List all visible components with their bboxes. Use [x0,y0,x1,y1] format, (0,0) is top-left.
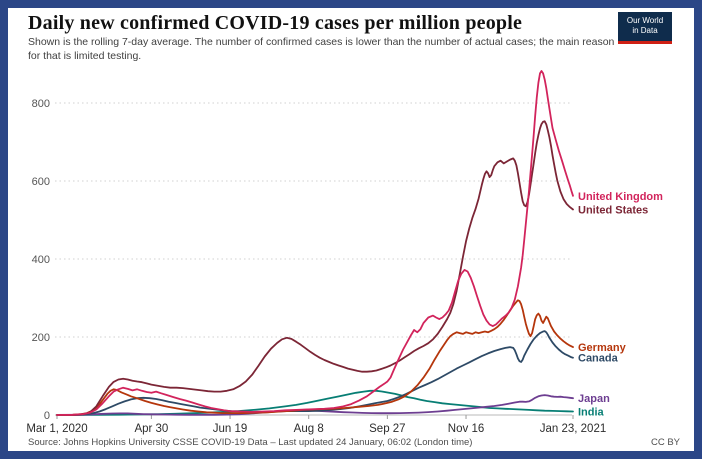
chart-footer: Source: Johns Hopkins University CSSE CO… [28,437,680,448]
y-tick-label: 600 [32,176,50,188]
y-tick-label: 200 [32,332,50,344]
x-tick-label: Mar 1, 2020 [26,423,87,435]
series-label-india[interactable]: India [578,406,605,418]
x-tick-label: Jan 23, 2021 [540,423,607,435]
series-line-united-states[interactable] [56,120,574,416]
series-line-japan[interactable] [56,394,574,416]
chart-subtitle: Shown is the rolling 7-day average. The … [28,36,615,63]
series-label-united-states[interactable]: United States [578,204,648,216]
line-chart[interactable]: 0 200 400 600 800 Mar 1, 2020 Apr 30 Jun 19 Aug … [8,8,694,451]
x-tick-label: Nov 16 [448,423,484,435]
x-tick-label: Apr 30 [134,423,168,435]
source-note: Source: Johns Hopkins University CSSE CO… [28,437,473,448]
x-tick-label: Aug 8 [294,423,324,435]
owid-logo-line2: in Data [632,26,658,35]
y-tick-label: 800 [32,98,50,110]
series-line-germany[interactable] [56,299,574,416]
page-title: Daily new confirmed COVID-19 cases per m… [28,12,523,34]
owid-logo-line1: Our World [626,16,664,25]
x-tick-label: Jun 19 [213,423,248,435]
series-line-canada[interactable] [56,330,574,416]
series-line-india[interactable] [56,389,574,416]
series-label-japan[interactable]: Japan [578,393,610,405]
x-tick-label: Sep 27 [369,423,405,435]
owid-logo[interactable]: Our World in Data [618,12,672,44]
series-label-canada[interactable]: Canada [578,353,619,365]
series-label-germany[interactable]: Germany [578,342,627,354]
series-label-united-kingdom[interactable]: United Kingdom [578,191,663,203]
y-tick-label: 400 [32,254,50,266]
series-line-united-kingdom[interactable] [56,70,574,416]
license-link[interactable]: CC BY [650,437,680,448]
y-tick-label: 0 [44,410,50,422]
